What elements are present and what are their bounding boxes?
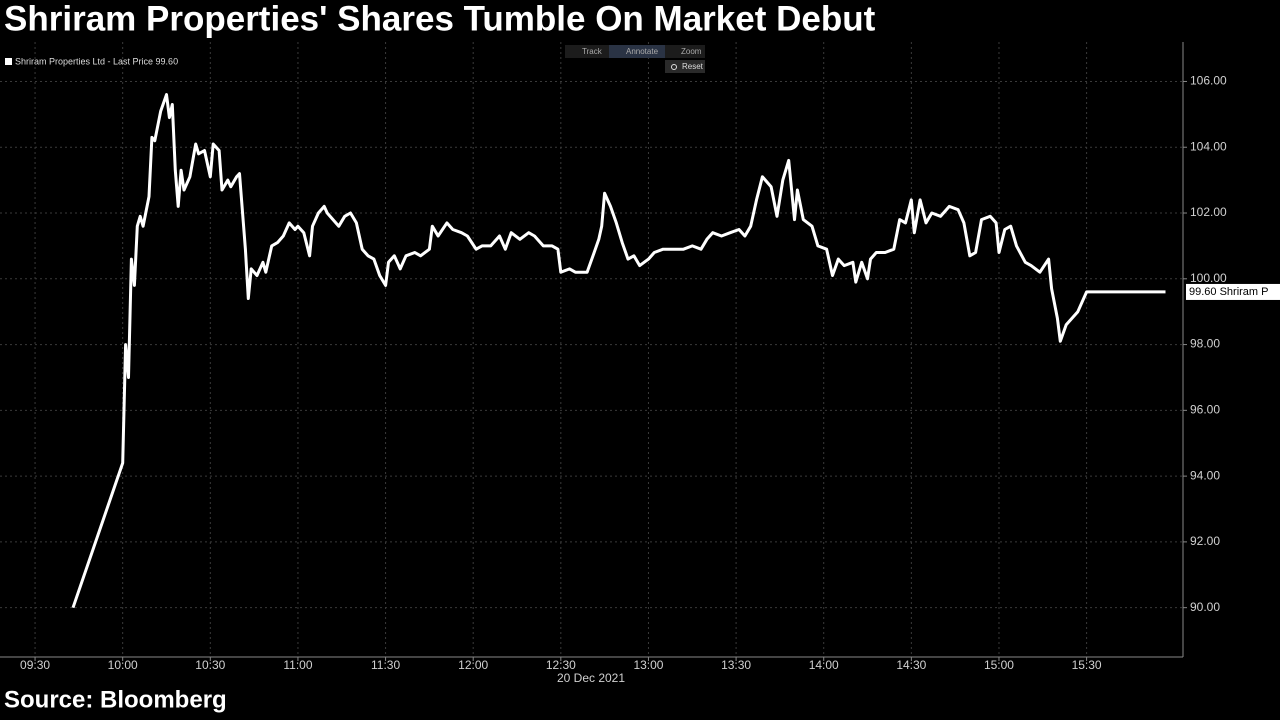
x-tick-label: 14:30 (896, 658, 926, 672)
reset-icon (671, 64, 677, 70)
x-tick-label: 12:30 (546, 658, 576, 672)
y-tick-label: 102.00 (1190, 205, 1227, 219)
toolbar-button[interactable]: Annotate (626, 47, 659, 56)
x-tick-label: 12:00 (458, 658, 488, 672)
toolbar: Track Annotate Zoom Reset (565, 45, 705, 73)
last-price-label: 99.60 Shriram P (1189, 286, 1268, 298)
toolbar-button[interactable]: Track (582, 47, 603, 56)
y-tick-label: 106.00 (1190, 74, 1227, 88)
plot (0, 42, 1187, 661)
toolbar-active (609, 45, 665, 58)
price-line (71, 93, 1166, 609)
y-tick-label: 94.00 (1190, 468, 1220, 482)
toolbar-button[interactable]: Zoom (681, 47, 702, 56)
y-tick-label: 96.00 (1190, 403, 1220, 417)
y-tick-label: 100.00 (1190, 271, 1227, 285)
y-tick-label: 92.00 (1190, 534, 1220, 548)
x-tick-label: 13:30 (721, 658, 751, 672)
x-tick-label: 15:00 (984, 658, 1014, 672)
y-tick-label: 98.00 (1190, 337, 1220, 351)
legend-swatch (5, 58, 12, 65)
x-tick-label: 14:00 (809, 658, 839, 672)
x-tick-label: 11:30 (371, 658, 400, 672)
y-tick-label: 90.00 (1190, 600, 1220, 614)
date-label: 20 Dec 2021 (557, 671, 625, 685)
legend-label: Shriram Properties Ltd - Last Price 99.6… (15, 56, 178, 66)
toolbar-button[interactable]: Reset (682, 62, 704, 71)
x-tick-label: 10:30 (195, 658, 225, 672)
x-tick-label: 13:00 (633, 658, 663, 672)
x-tick-label: 10:00 (108, 658, 138, 672)
chart-title: Shriram Properties' Shares Tumble On Mar… (4, 0, 876, 38)
x-tick-label: 11:00 (283, 658, 312, 672)
source: Source: Bloomberg (4, 686, 227, 713)
last-price-box (1186, 283, 1280, 300)
x-tick-label: 09:30 (20, 658, 50, 672)
y-tick-label: 104.00 (1190, 139, 1227, 153)
x-tick-label: 15:30 (1072, 658, 1102, 672)
